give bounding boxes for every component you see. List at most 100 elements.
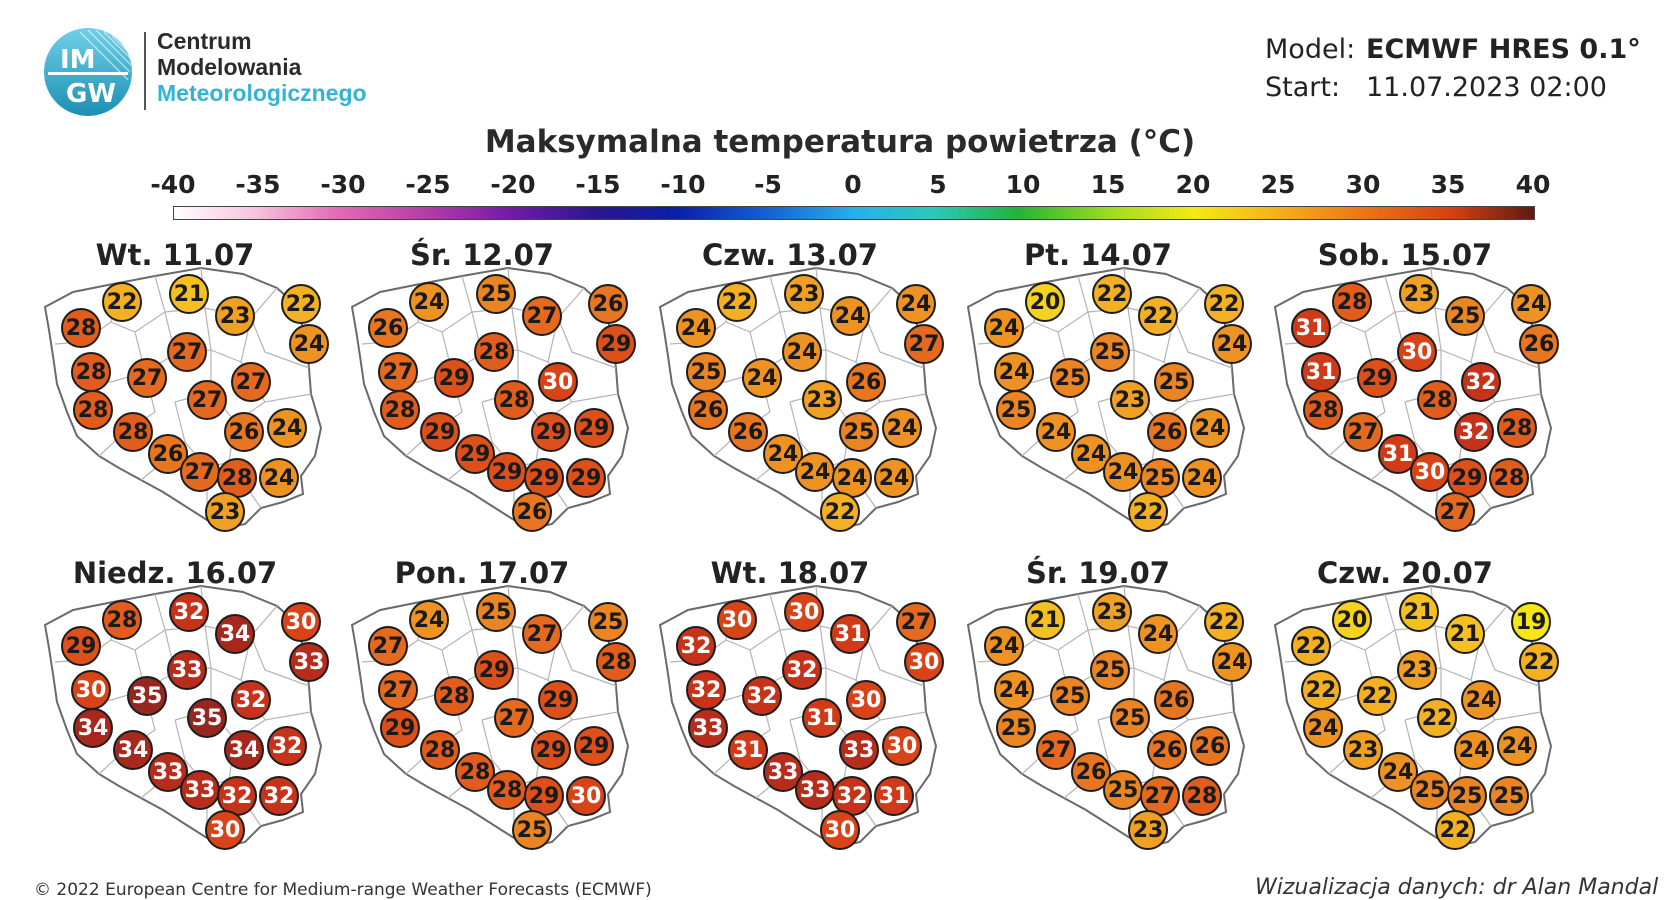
temperature-marker: 24 [1461, 680, 1501, 720]
forecast-panels: Wt. 11.07 22 21 22 28 23 24 28 27 27 27 28 27 24 28 26 2… [0, 232, 1680, 872]
panel-date-title: Wt. 18.07 [710, 556, 870, 590]
temperature-marker: 27 [378, 670, 418, 710]
temperature-marker: 24 [896, 284, 936, 324]
temperature-marker: 32 [267, 726, 307, 766]
panel-date-title: Sob. 15.07 [1317, 238, 1493, 272]
temperature-marker: 32 [782, 650, 822, 690]
forecast-panel: Śr. 12.07 24 25 26 26 27 29 27 28 29 30 28 28 29 29 29 2… [322, 232, 642, 552]
temperature-marker: 21 [1445, 614, 1485, 654]
temperature-marker: 24 [874, 458, 914, 498]
temperature-marker: 25 [476, 274, 516, 314]
temperature-marker: 24 [782, 332, 822, 372]
panel-date-title: Pon. 17.07 [394, 556, 570, 590]
forecast-panel: Sob. 15.07 28 23 24 31 25 26 31 30 29 32 28 28 28 27 32… [1245, 232, 1565, 552]
temperature-marker: 29 [596, 324, 636, 364]
temperature-marker: 28 [217, 458, 257, 498]
temperature-marker: 27 [180, 452, 220, 492]
temperature-marker: 25 [512, 810, 552, 850]
temperature-marker: 24 [409, 600, 449, 640]
temperature-marker: 23 [215, 296, 255, 336]
colorbar-tick-label: -20 [490, 170, 536, 199]
temperature-marker: 27 [896, 602, 936, 642]
colorbar-tick-label: -10 [660, 170, 706, 199]
province-border [110, 275, 166, 333]
temperature-marker: 27 [522, 614, 562, 654]
province-border [1480, 317, 1540, 369]
temperature-marker: 24 [259, 458, 299, 498]
temperature-marker: 29 [538, 680, 578, 720]
temperature-marker: 24 [1454, 730, 1494, 770]
temperature-marker: 26 [1147, 730, 1187, 770]
temperature-marker: 30 [846, 680, 886, 720]
temperature-marker: 28 [494, 380, 534, 420]
map-title: Maksymalna temperatura powietrza (°C) [484, 124, 1196, 160]
temperature-marker: 34 [73, 708, 113, 748]
temperature-marker: 33 [167, 650, 207, 690]
temperature-marker: 27 [1435, 492, 1475, 532]
temperature-marker: 30 [566, 776, 606, 816]
temperature-marker: 25 [1103, 770, 1143, 810]
temperature-marker: 28 [1303, 390, 1343, 430]
temperature-marker: 29 [531, 730, 571, 770]
temperature-marker: 33 [688, 708, 728, 748]
temperature-marker: 28 [474, 332, 514, 372]
temperature-marker: 23 [1092, 592, 1132, 632]
temperature-marker: 23 [1128, 810, 1168, 850]
temperature-marker: 28 [434, 676, 474, 716]
temperature-marker: 28 [113, 412, 153, 452]
temperature-marker: 32 [259, 776, 299, 816]
temperature-marker: 24 [795, 452, 835, 492]
province-border [1033, 275, 1089, 333]
temperature-marker: 30 [281, 602, 321, 642]
temperature-marker: 26 [728, 412, 768, 452]
temperature-marker: 27 [167, 332, 207, 372]
temperature-marker: 27 [368, 626, 408, 666]
country-border [966, 266, 1246, 530]
temperature-marker: 24 [994, 670, 1034, 710]
temperature-marker: 29 [61, 626, 101, 666]
province-border [250, 317, 310, 369]
temperature-marker: 28 [596, 642, 636, 682]
province-border [1173, 635, 1233, 687]
temperature-marker: 22 [281, 284, 321, 324]
temperature-marker: 32 [231, 680, 271, 720]
province-border [1340, 275, 1396, 333]
temperature-marker: 29 [380, 708, 420, 748]
temperature-marker: 22 [1519, 642, 1559, 682]
temperature-marker: 26 [1147, 412, 1187, 452]
temperature-marker: 32 [1461, 362, 1501, 402]
temperature-marker: 30 [205, 810, 245, 850]
poland-outline-map [1273, 584, 1553, 848]
province-border [1033, 593, 1089, 651]
forecast-panel: Pon. 17.07 24 25 25 27 27 28 27 29 28 29 29 27 29 28 29… [322, 550, 642, 870]
temperature-marker: 25 [1447, 776, 1487, 816]
start-value: 11.07.2023 02:00 [1366, 72, 1607, 103]
temperature-marker: 29 [1447, 458, 1487, 498]
temperature-marker: 26 [224, 412, 264, 452]
temperature-marker: 24 [742, 358, 782, 398]
temperature-marker: 30 [71, 670, 111, 710]
temperature-marker: 28 [1182, 776, 1222, 816]
temperature-marker: 23 [205, 492, 245, 532]
temperature-marker: 29 [524, 776, 564, 816]
temperature-marker: 27 [494, 698, 534, 738]
svg-text:IM: IM [60, 45, 96, 75]
temperature-marker: 25 [1050, 676, 1090, 716]
temperature-marker: 22 [1128, 492, 1168, 532]
panel-date-title: Śr. 12.07 [410, 238, 554, 272]
temperature-marker: 35 [127, 676, 167, 716]
temperature-marker: 29 [1357, 358, 1397, 398]
forecast-panel: Niedz. 16.07 28 32 30 29 34 33 30 33 35 32 34 35 32 34… [15, 550, 335, 870]
temperature-marker: 23 [1399, 274, 1439, 314]
temperature-marker: 25 [1090, 332, 1130, 372]
temperature-marker: 28 [71, 352, 111, 392]
colorbar-tick-label: 15 [1090, 170, 1126, 199]
temperature-marker: 24 [1190, 408, 1230, 448]
temperature-marker: 25 [839, 412, 879, 452]
temperature-marker: 23 [802, 380, 842, 420]
temperature-marker: 26 [368, 308, 408, 348]
temperature-marker: 26 [1154, 680, 1194, 720]
temperature-marker: 25 [1154, 362, 1194, 402]
province-border [110, 593, 166, 651]
temperature-marker: 32 [676, 626, 716, 666]
